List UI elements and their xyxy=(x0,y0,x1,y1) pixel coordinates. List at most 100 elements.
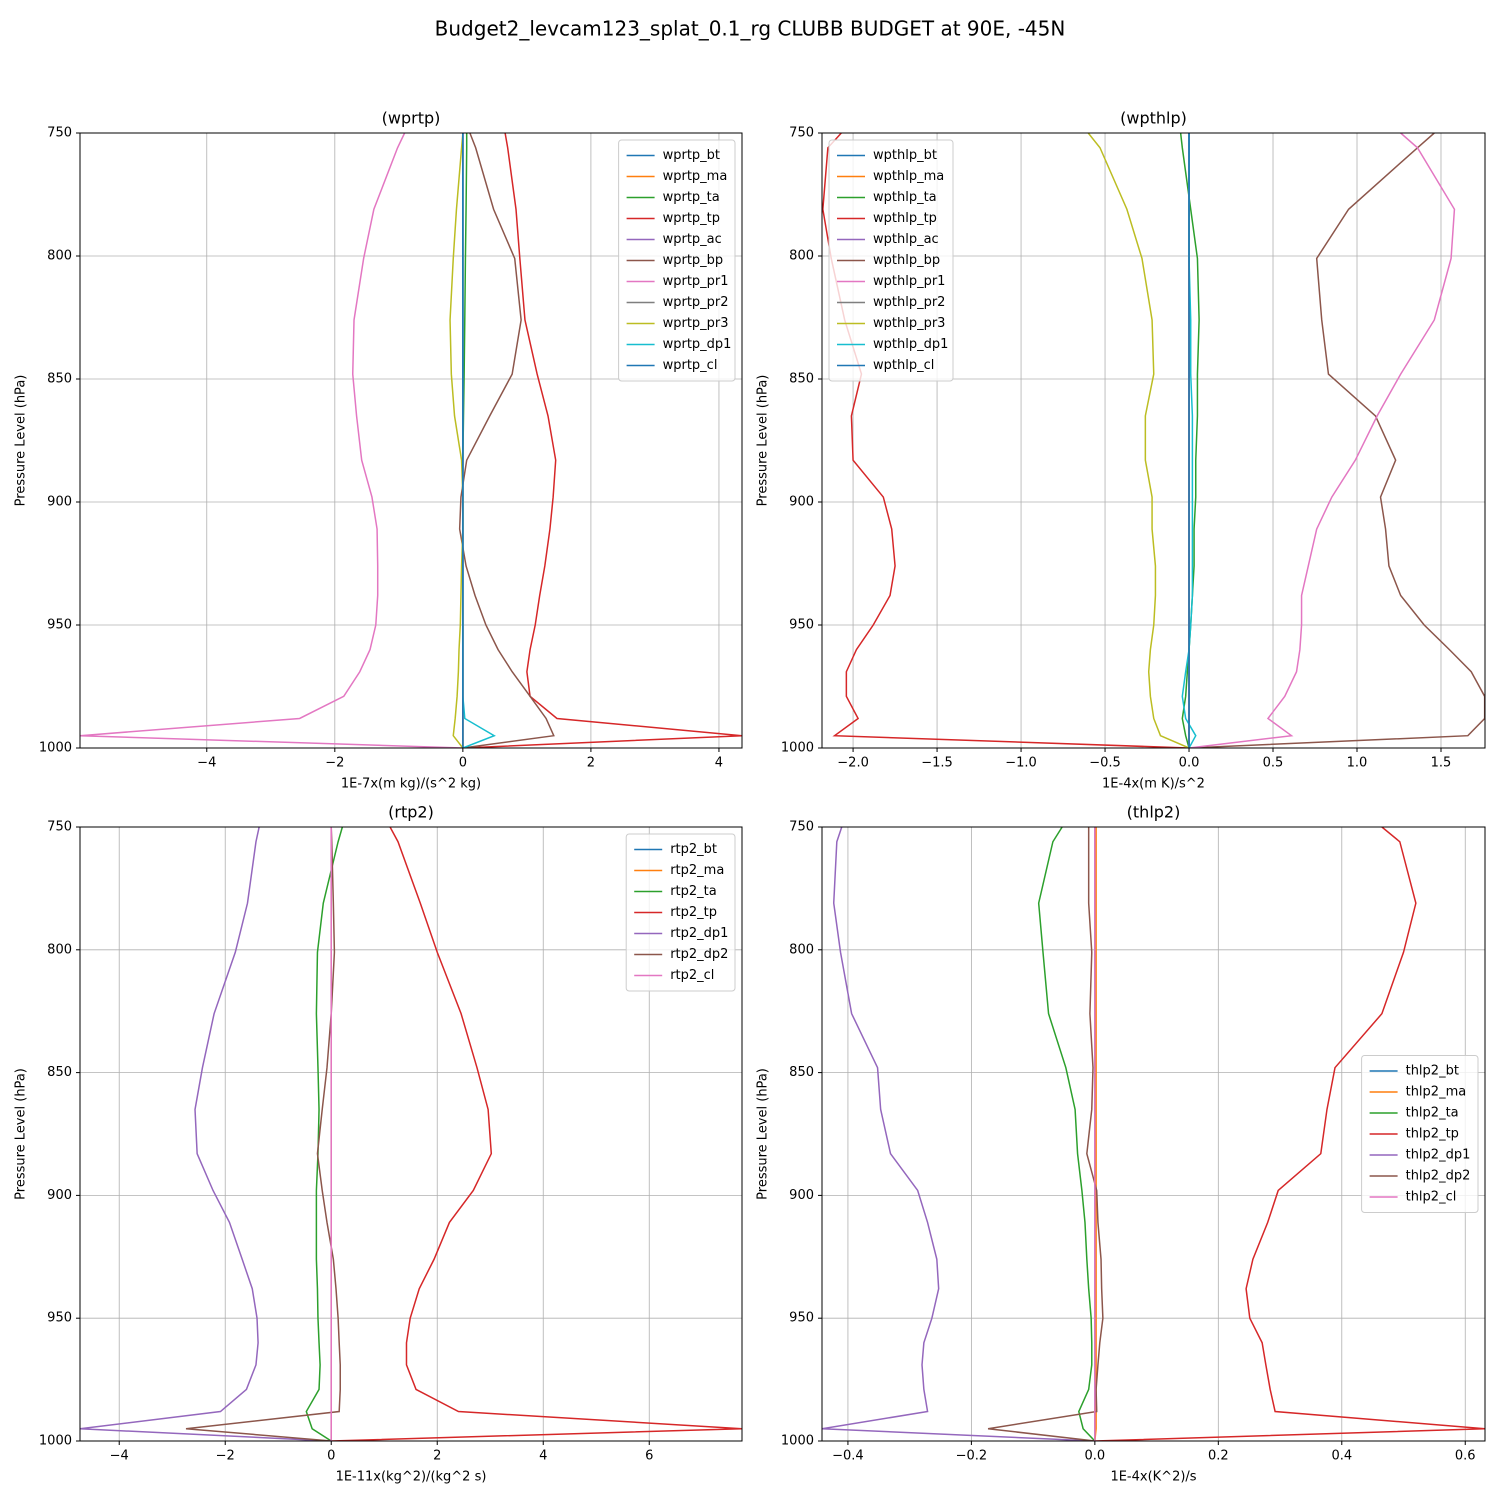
legend-label: wprtp_bt xyxy=(663,148,720,163)
subplot-title: (wpthlp) xyxy=(1120,109,1187,128)
legend-label: wprtp_ma xyxy=(663,169,728,184)
y-tick-label: 900 xyxy=(47,1188,72,1203)
series-line xyxy=(462,133,496,748)
y-tick-label: 850 xyxy=(47,372,72,387)
y-tick-label: 850 xyxy=(789,1065,814,1080)
x-tick-label: 1.0 xyxy=(1347,756,1368,771)
legend-label: wpthlp_tp xyxy=(873,211,937,226)
x-tick-label: 4 xyxy=(539,1449,547,1464)
legend-label: wpthlp_pr3 xyxy=(873,316,945,331)
legend-label: wpthlp_dp1 xyxy=(873,337,948,352)
legend-label: wpthlp_pr2 xyxy=(873,295,945,310)
series-line xyxy=(185,827,341,1441)
x-axis-label: 1E-4x(K^2)/s xyxy=(1110,1470,1196,1485)
legend-label: wprtp_pr2 xyxy=(663,295,729,310)
y-tick-label: 1000 xyxy=(781,741,814,756)
subplot-title: (wprtp) xyxy=(382,109,441,128)
x-tick-label: −0.4 xyxy=(832,1449,864,1464)
y-axis-label: Pressure Level (hPa) xyxy=(756,1068,771,1200)
subplot-title: (rtp2) xyxy=(388,803,434,822)
legend-label: wprtp_pr1 xyxy=(663,274,729,289)
y-tick-label: 750 xyxy=(47,126,72,141)
legend-label: rtp2_ma xyxy=(670,863,724,878)
legend-box xyxy=(618,139,736,382)
legend-label: wprtp_dp1 xyxy=(663,337,732,352)
y-tick-label: 800 xyxy=(789,249,814,264)
legend-label: thlp2_dp1 xyxy=(1406,1148,1471,1163)
x-tick-label: −0.5 xyxy=(1089,756,1121,771)
series-line xyxy=(1094,827,1485,1441)
x-tick-label: 0 xyxy=(327,1449,335,1464)
legend-box xyxy=(625,833,736,992)
plot-area xyxy=(80,133,742,748)
legend-label: thlp2_cl xyxy=(1406,1190,1457,1205)
y-tick-label: 750 xyxy=(47,820,72,835)
axes-frame xyxy=(821,132,1486,749)
y-tick-label: 950 xyxy=(789,1311,814,1326)
series-line xyxy=(1037,827,1096,1441)
x-tick-label: 0.6 xyxy=(1455,1449,1476,1464)
legend-label: wprtp_bp xyxy=(663,253,724,268)
plot-area xyxy=(80,827,742,1441)
legend-label: wpthlp_ma xyxy=(873,169,944,184)
series-line xyxy=(458,133,555,748)
y-axis-label: Pressure Level (hPa) xyxy=(14,1068,29,1200)
x-tick-label: 0 xyxy=(459,756,467,771)
legend-label: wprtp_ac xyxy=(663,232,722,247)
legend-label: rtp2_dp1 xyxy=(670,926,728,941)
legend-label: wpthlp_ta xyxy=(873,190,937,205)
y-tick-label: 950 xyxy=(47,1311,72,1326)
plot-area xyxy=(822,827,1485,1441)
x-axis-label: 1E-7x(m kg)/(s^2 kg) xyxy=(341,777,481,792)
legend-box xyxy=(828,139,954,382)
x-tick-label: 4 xyxy=(715,756,723,771)
legend-label: wprtp_pr3 xyxy=(663,316,729,331)
x-tick-label: −0.2 xyxy=(956,1449,988,1464)
y-axis-label: Pressure Level (hPa) xyxy=(756,375,771,507)
x-tick-label: −1.0 xyxy=(1005,756,1037,771)
y-tick-label: 800 xyxy=(47,942,72,957)
x-tick-label: 2 xyxy=(433,1449,441,1464)
series-line xyxy=(80,827,332,1441)
y-tick-label: 1000 xyxy=(781,1434,814,1449)
legend-label: wprtp_cl xyxy=(663,358,718,373)
axes-frame xyxy=(79,826,743,1442)
series-line xyxy=(987,827,1104,1441)
series-line xyxy=(305,827,344,1441)
x-axis-label: 1E-4x(m K)/s^2 xyxy=(1102,777,1205,792)
legend-label: thlp2_dp2 xyxy=(1406,1169,1471,1184)
axes-frame xyxy=(821,826,1486,1442)
x-tick-label: 0.5 xyxy=(1263,756,1284,771)
y-tick-label: 850 xyxy=(789,372,814,387)
y-tick-label: 950 xyxy=(789,618,814,633)
y-tick-label: 900 xyxy=(789,1188,814,1203)
legend-label: thlp2_bt xyxy=(1406,1064,1459,1079)
legend-label: rtp2_ta xyxy=(670,884,717,899)
x-tick-label: −1.5 xyxy=(921,756,953,771)
y-tick-label: 750 xyxy=(789,820,814,835)
legend-label: wprtp_tp xyxy=(663,211,720,226)
x-tick-label: −2.0 xyxy=(837,756,869,771)
legend-label: wpthlp_bt xyxy=(873,148,937,163)
legend-label: thlp2_ma xyxy=(1406,1085,1467,1100)
x-tick-label: 0.0 xyxy=(1179,756,1200,771)
series-line xyxy=(1188,133,1485,748)
series-line xyxy=(822,827,1095,1441)
y-tick-label: 800 xyxy=(47,249,72,264)
x-tick-label: −2 xyxy=(216,1449,235,1464)
series-line xyxy=(80,133,463,748)
series-line xyxy=(1188,133,1456,748)
series-line xyxy=(1179,133,1200,748)
figure-title: Budget2_levcam123_splat_0.1_rg CLUBB BUD… xyxy=(435,17,1066,41)
legend-label: wpthlp_bp xyxy=(873,253,940,268)
x-tick-label: −2 xyxy=(325,756,344,771)
y-tick-label: 900 xyxy=(789,495,814,510)
subplot-title: (thlp2) xyxy=(1127,803,1181,822)
axes-frame xyxy=(79,132,743,749)
x-tick-label: 0.4 xyxy=(1331,1449,1352,1464)
x-tick-label: −4 xyxy=(110,1449,129,1464)
legend-label: thlp2_ta xyxy=(1406,1106,1459,1121)
legend-label: wpthlp_cl xyxy=(873,358,934,373)
legend-label: wprtp_ta xyxy=(663,190,720,205)
